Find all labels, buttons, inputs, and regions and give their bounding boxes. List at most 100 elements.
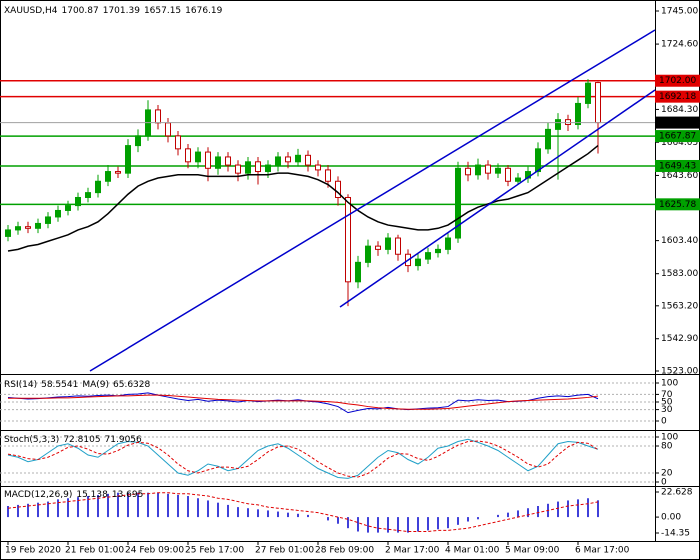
candle-body	[545, 128, 551, 150]
x-tick-label: 6 Mar 17:00	[575, 546, 630, 556]
y-tick-label: 20	[661, 469, 673, 479]
x-tick-label: 28 Feb 09:00	[315, 546, 374, 556]
rsi-value: 58.5541	[41, 380, 78, 390]
macd-signal-value: 13.695	[112, 490, 144, 500]
candle-body	[345, 196, 351, 283]
x-tick-label: 25 Feb 17:00	[185, 546, 244, 556]
candle-body	[515, 177, 521, 182]
candle-body	[465, 167, 471, 176]
y-tick-label: 100	[661, 433, 678, 443]
y-tick-label: 0.00	[661, 513, 681, 523]
channel-upper	[89, 29, 656, 372]
candle-body	[325, 169, 331, 182]
candle-body	[175, 135, 181, 150]
y-tick-label: 0	[661, 417, 667, 427]
series-line	[7, 440, 599, 478]
x-tick-label: 19 Feb 2020	[5, 546, 61, 556]
y-tick-label: 30	[661, 405, 673, 415]
candle-body	[75, 196, 81, 207]
y-tick-label: 1542.90	[661, 334, 698, 344]
x-tick-label: 27 Feb 01:00	[255, 546, 314, 556]
level-box	[655, 198, 700, 211]
candle-body	[155, 109, 161, 124]
y-tick-label: 22.628	[661, 488, 693, 498]
candle-body	[485, 164, 491, 174]
candle-body	[35, 222, 41, 229]
candle-body	[45, 216, 51, 224]
candle-body	[5, 229, 11, 237]
candle-body	[125, 145, 131, 174]
y-tick-label: 0	[661, 478, 667, 488]
y-tick-label: 100	[661, 379, 678, 389]
candle-body	[585, 82, 591, 104]
rsi-title: RSI(14) 58.5541 MA(9) 65.6328	[4, 380, 150, 390]
candle-body	[385, 237, 391, 250]
candle-body	[115, 171, 121, 174]
level-label: 1649.43	[659, 161, 696, 171]
y-tick-label: 1745.00	[661, 7, 698, 17]
macd-name: MACD(12,26,9)	[4, 490, 72, 500]
candle-body	[555, 119, 561, 130]
stoch-signal-value: 71.9056	[105, 435, 142, 445]
candle-body	[275, 156, 281, 166]
candle-body	[15, 226, 21, 231]
moving-average	[7, 145, 599, 252]
y-tick-label: 1583.00	[661, 269, 698, 279]
rsi-ma-name: MA(9)	[82, 380, 109, 390]
candle-body	[415, 258, 421, 267]
x-tick-label: 24 Feb 09:00	[125, 546, 184, 556]
price-box	[655, 116, 700, 129]
candle-body	[165, 122, 171, 137]
candle-body	[305, 154, 311, 166]
y-tick-label: 50	[661, 398, 673, 408]
x-tick-label: 2 Mar 17:00	[385, 546, 440, 556]
series-line	[7, 492, 599, 533]
candle-body	[335, 180, 341, 198]
level-label: 1702.00	[659, 76, 696, 86]
y-tick-label: 80	[661, 442, 673, 452]
candle-body	[395, 237, 401, 255]
x-tick-label: 5 Mar 09:00	[505, 546, 560, 556]
y-tick-label: 1664.05	[661, 138, 698, 148]
level-box	[655, 90, 700, 103]
stoch-title: Stoch(5,3,3) 72.8105 71.9056	[4, 435, 142, 445]
y-tick-label: -14.35	[661, 529, 690, 539]
candle-body	[255, 161, 261, 173]
y-tick-label: 1523.00	[661, 367, 698, 377]
candle-body	[235, 164, 241, 174]
low: 1657.15	[144, 6, 181, 16]
candle-body	[505, 167, 511, 182]
candle-body	[575, 102, 581, 126]
candle-body	[65, 205, 71, 211]
level-box	[655, 130, 700, 143]
y-tick-label: 1603.40	[661, 236, 698, 246]
x-tick-label: 4 Mar 01:00	[445, 546, 500, 556]
candle-body	[375, 245, 381, 250]
stoch-name: Stoch(5,3,3)	[4, 435, 59, 445]
candle-body	[355, 261, 361, 283]
candle-body	[55, 209, 61, 218]
level-label: 1667.87	[659, 132, 696, 142]
candle-body	[135, 135, 141, 147]
header: XAUUSD,H4 1700.87 1701.39 1657.15 1676.19	[4, 6, 223, 16]
open: 1700.87	[62, 6, 99, 16]
level-box	[655, 74, 700, 87]
candle-body	[205, 151, 211, 169]
candle-body	[315, 164, 321, 171]
y-tick-label: 70	[661, 390, 673, 400]
candle-body	[245, 161, 251, 174]
candle-body	[565, 119, 571, 126]
candle-body	[365, 245, 371, 263]
series-line	[7, 438, 599, 479]
x-tick-label: 21 Feb 01:00	[65, 546, 124, 556]
candle-body	[215, 156, 221, 169]
stoch-main-value: 72.8105	[63, 435, 100, 445]
candle-body	[25, 226, 31, 229]
rsi-ma-value: 65.6328	[113, 380, 150, 390]
candle-body	[455, 167, 461, 239]
candle-body	[95, 180, 101, 194]
candle-body	[225, 156, 231, 166]
candle-body	[195, 151, 201, 163]
candle-body	[475, 164, 481, 176]
plot-area: 1745.00 1724.60 1684.30 1664.05 1643.60 1603.…	[0, 7, 700, 556]
